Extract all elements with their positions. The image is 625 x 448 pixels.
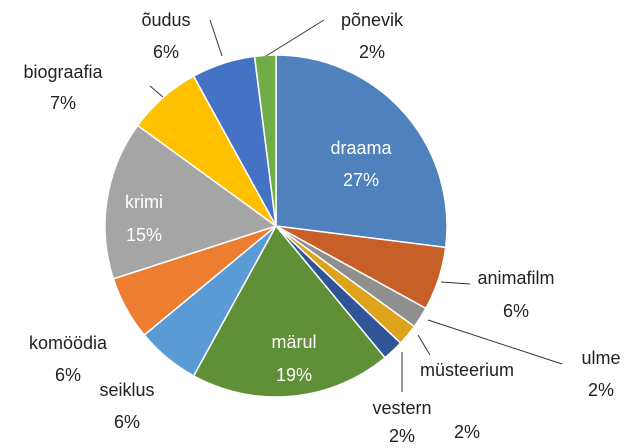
category-label: ulme — [581, 348, 621, 368]
category-label: märul — [271, 332, 317, 352]
value-label: 6% — [502, 301, 530, 321]
value-label: 27% — [342, 170, 380, 190]
category-label: põnevik — [340, 10, 404, 30]
category-label: müsteerium — [419, 360, 515, 380]
value-label: 2% — [453, 422, 481, 442]
value-label: 15% — [125, 225, 163, 245]
value-label: 2% — [388, 426, 416, 446]
category-label: komöödia — [28, 333, 108, 353]
value-label: 2% — [358, 42, 386, 62]
leader-lines — [149, 19, 563, 392]
category-label: õudus — [141, 10, 191, 30]
pie-slice — [275, 54, 448, 249]
category-label: vestern — [372, 398, 432, 418]
value-label: 6% — [113, 412, 141, 432]
value-label: 19% — [275, 365, 313, 385]
value-label: 6% — [152, 42, 180, 62]
value-label: 6% — [54, 365, 82, 385]
pie-slice — [192, 224, 387, 398]
leader-line — [209, 19, 223, 57]
category-label: seiklus — [99, 380, 155, 400]
category-label: krimi — [125, 192, 163, 212]
value-label: 7% — [49, 93, 77, 113]
category-label: draama — [330, 138, 392, 158]
leader-line — [149, 85, 164, 98]
value-label: 2% — [587, 380, 615, 400]
leader-line — [265, 19, 325, 57]
category-label: biograafia — [23, 62, 103, 82]
leader-line — [427, 319, 563, 365]
pie-slice — [253, 54, 277, 227]
pie-slice — [104, 124, 278, 280]
leader-line — [417, 334, 431, 356]
category-label: animafilm — [477, 268, 555, 288]
leader-line — [440, 281, 471, 285]
